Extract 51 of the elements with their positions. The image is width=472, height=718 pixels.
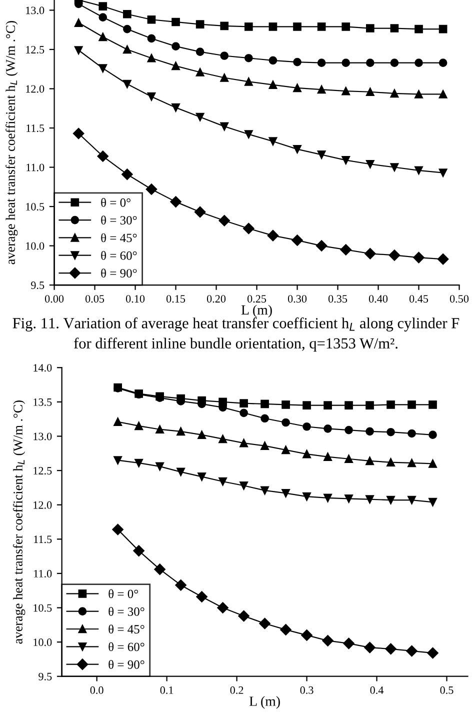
y-tick-label: 13.0 <box>26 6 44 14</box>
x-tick-label: 0.40 <box>368 295 388 303</box>
y-axis-title: average heat transfer coefficient h$_{L}$ (W/m .°C) <box>13 400 26 644</box>
x-tick-label: 0.3 <box>300 686 314 694</box>
y-tick-label: 9.5 <box>31 282 44 290</box>
y-tick-label: 10.5 <box>34 604 52 612</box>
y-tick-label: 11.0 <box>34 570 52 578</box>
y-tick-label: 13.5 <box>34 398 52 406</box>
y-tick-label: 12.5 <box>26 46 44 54</box>
y-tick-label: 10.0 <box>26 242 44 250</box>
y-tick-label: 10.5 <box>26 202 44 211</box>
x-tick-label: 0.20 <box>206 295 226 303</box>
legend-label: θ = 90° <box>108 660 144 669</box>
x-tick-label: 0.30 <box>288 295 307 303</box>
y-axis-title: average heat transfer coefficient h$_{L}$ (W/m .°C) <box>6 21 18 264</box>
legend-label: θ = 30° <box>101 216 137 225</box>
x-tick-label: 0.15 <box>166 295 186 303</box>
legend-label: θ = 60° <box>101 250 137 260</box>
x-tick-label: 0.45 <box>409 295 428 303</box>
x-tick-label: 0.2 <box>230 686 244 694</box>
text: for different inline bundle orientation, q=1353 W/m². <box>74 338 398 352</box>
x-tick-label: 0.05 <box>85 295 104 303</box>
y-tick-label: 12.5 <box>34 467 52 475</box>
x-tick-label: 0.0 <box>90 686 104 694</box>
caption: Fig. 11. Variation of average heat transfer coefficient h$_{L}$ along cylinder F <box>12 317 460 332</box>
legend-label: θ = 0° <box>101 198 130 207</box>
legend-label: θ = 45° <box>101 233 137 242</box>
x-tick-label: 0.5 <box>440 686 454 694</box>
legend-label: θ = 45° <box>108 624 144 634</box>
y-tick-label: 10.0 <box>34 638 52 646</box>
y-tick-label: 13.0 <box>34 432 52 440</box>
y-tick-label: 12.0 <box>34 501 52 509</box>
y-tick-label: 11.0 <box>26 164 44 172</box>
x-tick-label: 0.00 <box>44 295 64 303</box>
x-tick-label: 0.1 <box>160 686 174 694</box>
y-tick-label: 11.5 <box>34 536 52 544</box>
x-tick-label: 0.25 <box>247 295 266 303</box>
legend-label: θ = 30° <box>108 606 144 616</box>
x-tick-label: 0.4 <box>370 686 384 694</box>
legend-label: θ = 60° <box>108 642 144 652</box>
x-tick-label: 0.50 <box>450 295 469 303</box>
x-tick-label: 0.35 <box>328 295 348 303</box>
x-tick-label: 0.10 <box>126 295 145 303</box>
y-tick-label: 11.5 <box>26 124 44 132</box>
x-axis-title: L (m) <box>249 696 280 709</box>
y-tick-label: 9.5 <box>38 672 52 680</box>
y-tick-label: 14.0 <box>34 364 52 372</box>
legend-label: θ = 90° <box>101 268 137 278</box>
x-axis-title: L (m) <box>241 304 272 318</box>
y-tick-label: 12.0 <box>26 85 44 93</box>
legend-label: θ = 0° <box>108 589 138 598</box>
